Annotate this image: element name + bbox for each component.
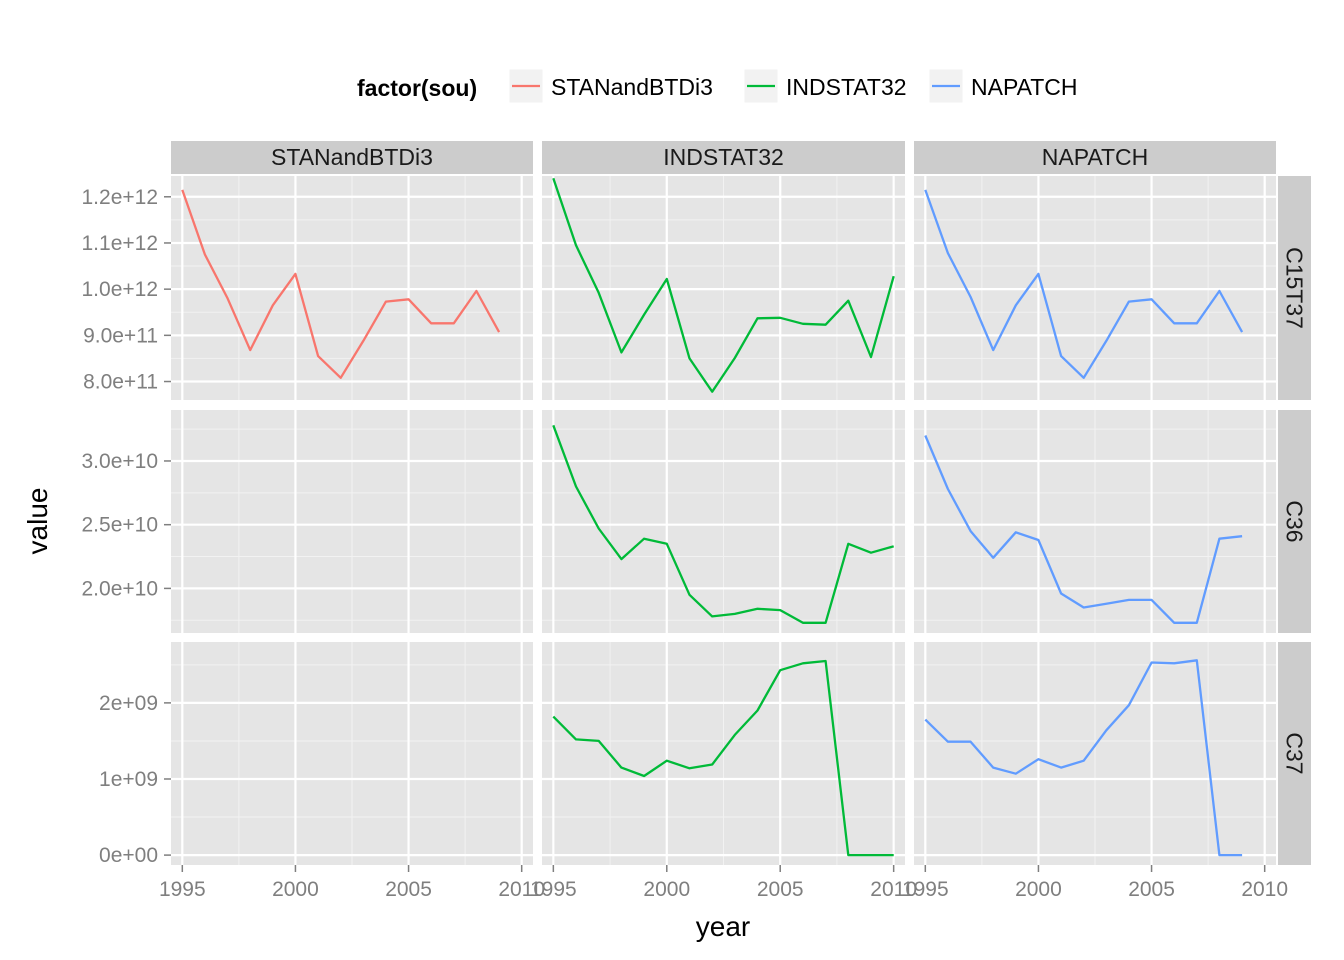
facet-panel-C37-INDSTAT32 — [542, 642, 905, 865]
y-tick-label: 2e+09 — [99, 692, 158, 715]
x-tick-label: 2010 — [498, 878, 545, 901]
facet-panels: C15T37 C36 C37 STANandBTDi3 INDSTAT32 NAPATCH — [171, 141, 1311, 865]
strip-background — [171, 141, 533, 174]
legend-entry-NAPATCH: NAPATCH — [928, 68, 1078, 104]
facet-panel-C36-STANandBTDi3 — [171, 410, 533, 633]
x-tick-label: 2005 — [1128, 878, 1175, 901]
facet-panel-C36-NAPATCH — [914, 410, 1276, 633]
legend-label: STANandBTDi3 — [551, 74, 713, 100]
x-tick-label: 2010 — [870, 878, 917, 901]
row-strip-C15T37: C15T37 — [1278, 176, 1311, 400]
col-strip-label: NAPATCH — [1042, 144, 1149, 170]
x-tick-label: 2000 — [272, 878, 319, 901]
y-tick-label: 3.0e+10 — [82, 450, 159, 473]
legend-title: factor(sou) — [357, 75, 477, 101]
col-strip-label: STANandBTDi3 — [271, 144, 433, 170]
col-strip-NAPATCH: NAPATCH — [914, 141, 1276, 174]
series-line-INDSTAT32-C36 — [552, 424, 895, 624]
col-strip-label: INDSTAT32 — [663, 144, 784, 170]
x-tick-label: 2000 — [1015, 878, 1062, 901]
y-tick-label: 1.0e+12 — [82, 278, 159, 301]
series-line-NAPATCH-C37 — [924, 659, 1243, 857]
row-strip-label: C15T37 — [1282, 247, 1308, 329]
legend: factor(sou) STANandBTDi3 INDSTAT32 NAPATCH — [357, 68, 1078, 104]
facet-panel-C15T37-NAPATCH — [914, 176, 1276, 400]
y-tick-label: 1.2e+12 — [82, 186, 159, 209]
y-tick-label: 8.0e+11 — [83, 371, 158, 394]
facet-panel-C37-NAPATCH — [914, 642, 1276, 865]
x-tick-label: 1995 — [530, 878, 577, 901]
series-line-INDSTAT32-C15T37 — [552, 177, 895, 393]
series-line-INDSTAT32-C37 — [552, 659, 894, 857]
y-tick-label: 1e+09 — [99, 768, 158, 791]
x-tick-label: 2010 — [1241, 878, 1288, 901]
series-line-NAPATCH-C36 — [924, 435, 1243, 624]
y-tick-label: 2.5e+10 — [82, 514, 159, 537]
axes: 8.0e+11 9.0e+11 1.0e+12 1.1e+12 1.2e+12 2.0e+… — [82, 186, 1289, 901]
x-tick-label: 2000 — [643, 878, 690, 901]
x-tick-label: 2005 — [385, 878, 432, 901]
strip-background — [542, 141, 905, 174]
col-strip-STANandBTDi3: STANandBTDi3 — [171, 141, 533, 174]
y-axis-title: value — [22, 488, 53, 555]
strip-background — [1278, 410, 1311, 633]
x-tick-label: 1995 — [902, 878, 949, 901]
strip-background — [1278, 176, 1311, 400]
legend-entry-INDSTAT32: INDSTAT32 — [743, 68, 907, 104]
strip-background — [914, 141, 1276, 174]
row-strip-C36: C36 — [1278, 410, 1311, 633]
legend-entry-STANandBTDi3: STANandBTDi3 — [508, 68, 713, 104]
x-tick-label: 1995 — [159, 878, 206, 901]
col-strip-INDSTAT32: INDSTAT32 — [542, 141, 905, 174]
row-strip-C37: C37 — [1278, 642, 1311, 865]
facet-panel-C37-STANandBTDi3 — [171, 642, 533, 865]
row-strip-label: C36 — [1282, 500, 1308, 542]
facet-panel-C36-INDSTAT32 — [542, 410, 905, 633]
legend-label: INDSTAT32 — [786, 74, 907, 100]
strip-background — [1278, 642, 1311, 865]
x-axis-title: year — [696, 911, 750, 942]
facet-panel-C15T37-STANandBTDi3 — [171, 176, 533, 400]
x-tick-label: 2005 — [757, 878, 804, 901]
y-tick-label: 1.1e+12 — [82, 232, 159, 255]
facet-panel-C15T37-INDSTAT32 — [542, 176, 905, 400]
series-line-STANandBTDi3-C15T37 — [181, 189, 501, 379]
row-strip-label: C37 — [1282, 732, 1308, 774]
legend-label: NAPATCH — [971, 74, 1078, 100]
series-line-NAPATCH-C15T37 — [924, 189, 1244, 379]
y-tick-label: 9.0e+11 — [83, 324, 158, 347]
y-tick-label: 2.0e+10 — [82, 577, 159, 600]
y-tick-label: 0e+00 — [99, 844, 158, 867]
